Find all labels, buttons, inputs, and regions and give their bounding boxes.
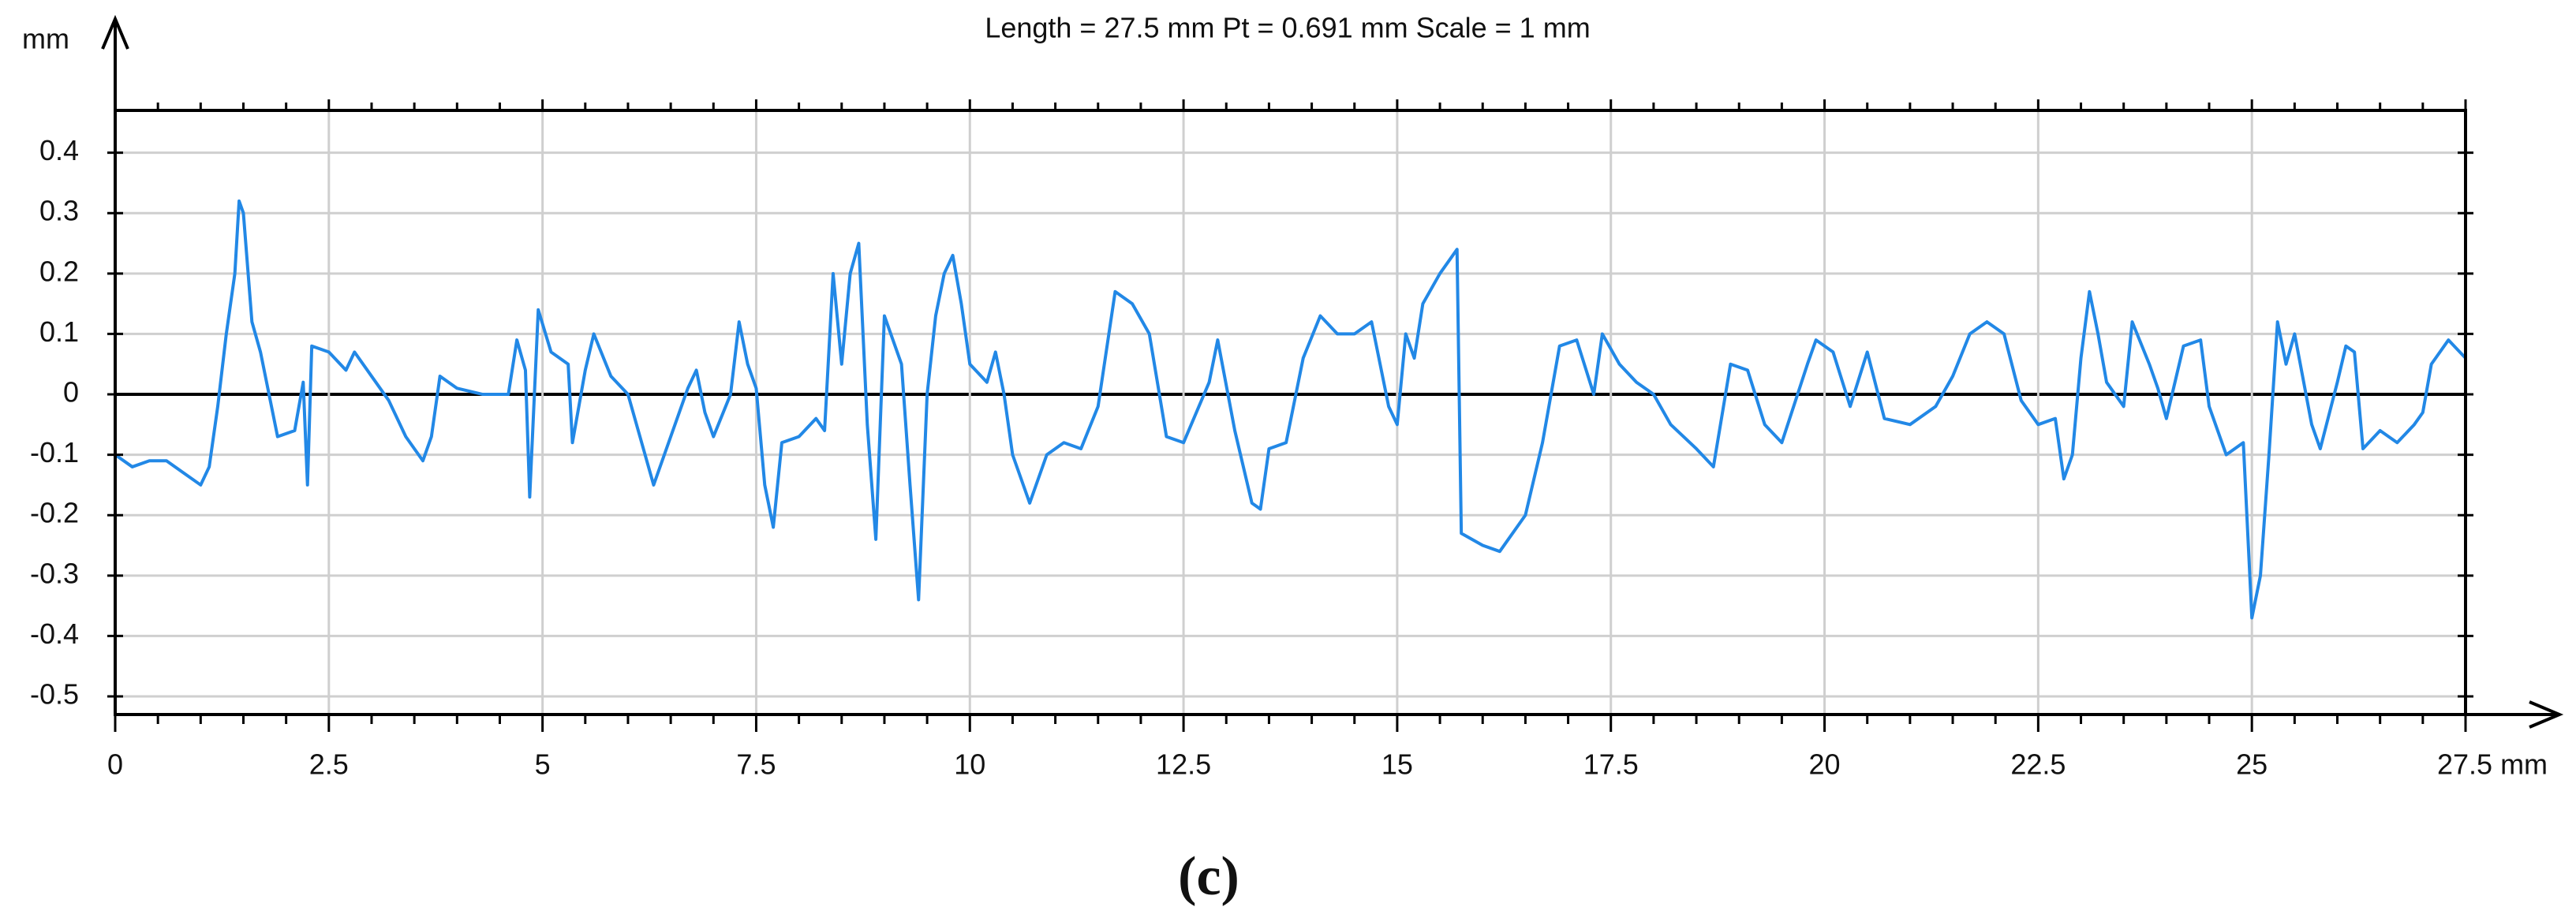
- y-tick-label: -0.3: [30, 557, 79, 589]
- y-tick-label: -0.2: [30, 497, 79, 529]
- x-tick-label: 7.5: [736, 748, 776, 781]
- y-tick-label: -0.5: [30, 678, 79, 711]
- x-tick-label: 27.5 mm: [2437, 748, 2548, 781]
- x-tick-label: 17.5: [1583, 748, 1639, 781]
- x-tick-label: 20: [1809, 748, 1841, 781]
- y-arrow: [101, 14, 129, 50]
- plot-frame: [114, 109, 2467, 716]
- y-tick-label: 0.1: [39, 315, 79, 348]
- axes: 0.4 0.3 0.2 0.1 0 -0.1 -0.2 -0.3 -0.4 -0.5 0 2.5 5 7.…: [30, 14, 2564, 781]
- x-tick-label: 10: [954, 748, 985, 781]
- chart-title: Length = 27.5 mm Pt = 0.691 mm Scale = 1…: [985, 12, 1590, 44]
- plot: [114, 199, 2467, 620]
- x-tick-label: 5: [535, 748, 551, 781]
- x-tick-label: 2.5: [309, 748, 349, 781]
- y-tick-label: 0.3: [39, 195, 79, 227]
- y-tick-label: 0.4: [39, 134, 79, 166]
- y-axis-label: mm: [22, 23, 69, 55]
- x-tick-label: 25: [2236, 748, 2268, 781]
- y-tick-label: 0: [63, 376, 79, 409]
- x-arrow: [2529, 700, 2564, 729]
- profile-line: [114, 199, 2467, 620]
- y-tick-label: -0.4: [30, 618, 79, 650]
- y-tick-label: 0.2: [39, 255, 79, 287]
- x-tick-label: 0: [107, 748, 123, 781]
- x-tick-label: 22.5: [2010, 748, 2066, 781]
- grid: [114, 110, 2467, 715]
- y-tick-label: -0.1: [30, 436, 79, 468]
- x-tick-label: 15: [1381, 748, 1413, 781]
- x-tick-label: 12.5: [1156, 748, 1211, 781]
- caption: (c): [1178, 846, 1239, 907]
